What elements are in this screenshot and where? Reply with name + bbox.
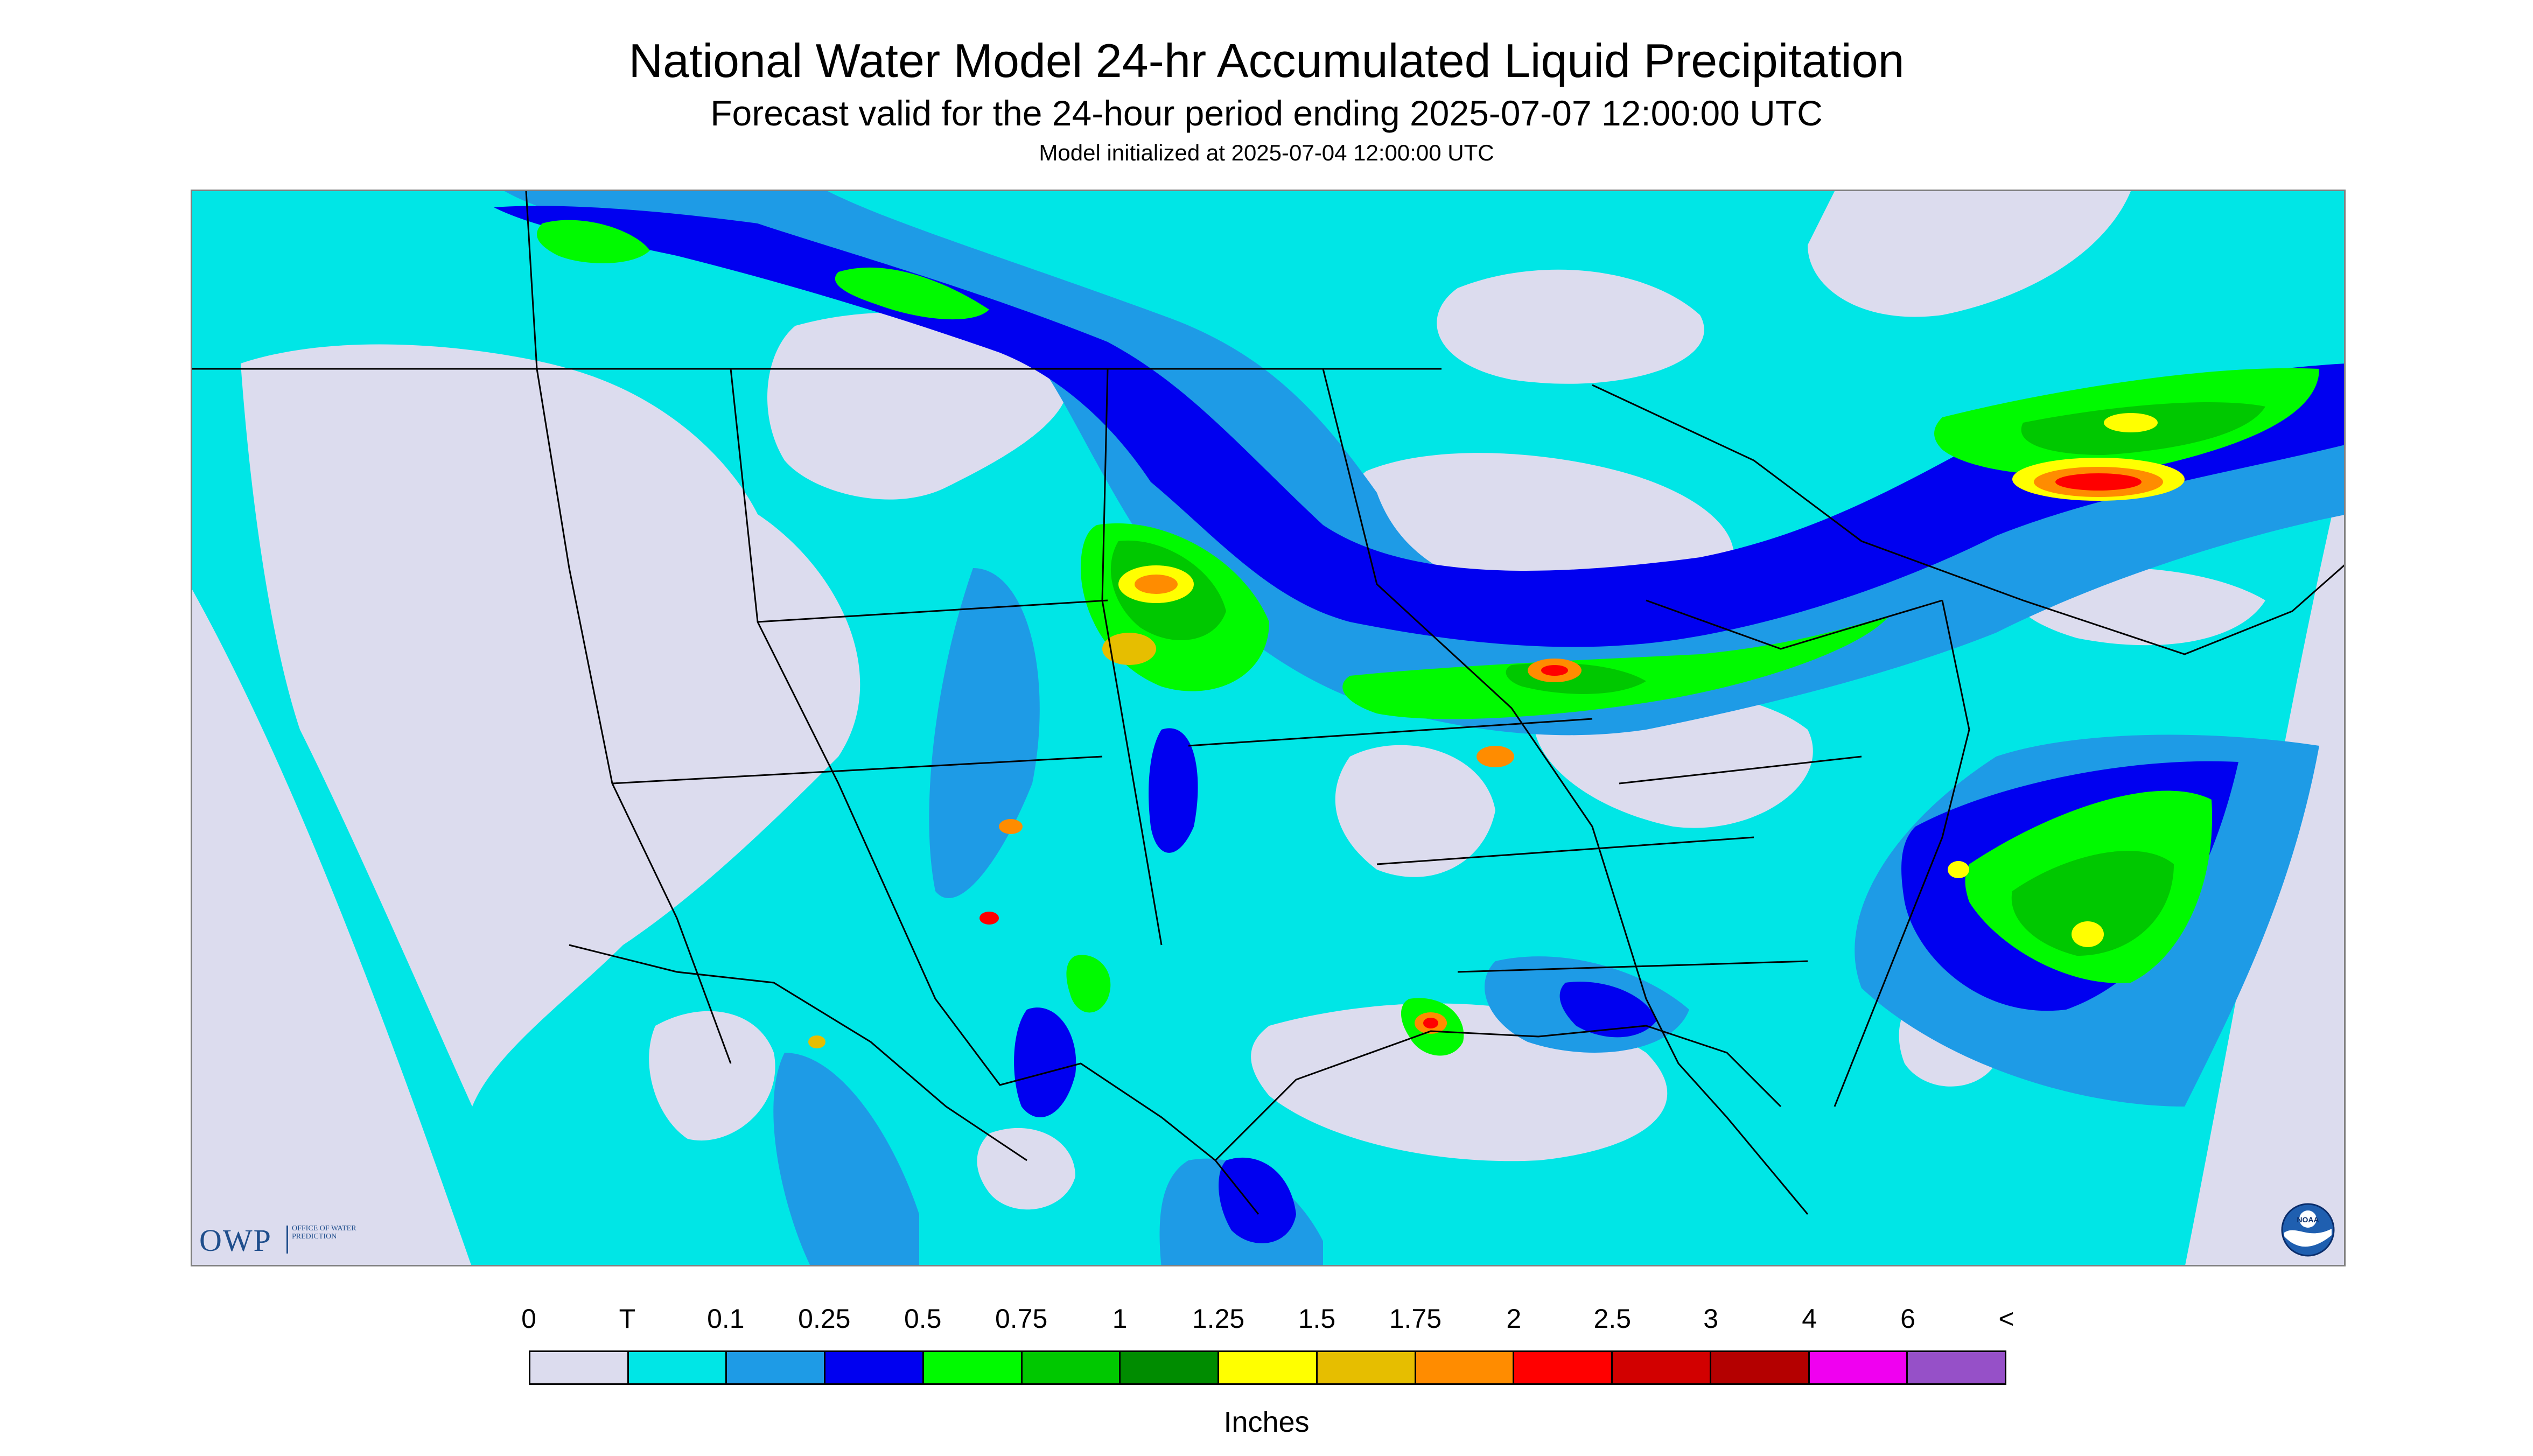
map-subtitle: Forecast valid for the 24-hour period en…: [710, 93, 1823, 133]
legend-label: 4: [1802, 1304, 1817, 1334]
legend-swatch: [1711, 1352, 1810, 1383]
legend-label: 2: [1506, 1304, 1522, 1334]
owp-logo-text: OWP: [199, 1223, 272, 1258]
model-init-note: Model initialized at 2025-07-04 12:00:00…: [1039, 140, 1494, 165]
legend-label: <: [1998, 1304, 2014, 1334]
legend-swatch: [1809, 1352, 1908, 1383]
legend-swatch: [1514, 1352, 1613, 1383]
noaa-logo-text: NOAA: [2297, 1215, 2319, 1224]
precipitation-map: [191, 190, 2346, 1266]
dry-areas: [241, 191, 2265, 1210]
legend-label: 6: [1900, 1304, 1915, 1334]
legend-swatch: [628, 1352, 727, 1383]
legend-swatch: [1416, 1352, 1515, 1383]
map-title: National Water Model 24-hr Accumulated L…: [628, 34, 1905, 87]
owp-logo-subtext: OFFICE OF WATER PREDICTION: [292, 1224, 356, 1241]
owp-logo: OWP OFFICE OF WATER PREDICTION: [199, 1222, 377, 1260]
legend-label: 1: [1112, 1304, 1128, 1334]
legend-label: 0.5: [904, 1304, 942, 1334]
legend-units: Inches: [1223, 1406, 1310, 1438]
coastlines-and-borders: [192, 191, 2344, 1215]
trace-precip-region: [192, 191, 2344, 1265]
legend-label: 0.1: [707, 1304, 745, 1334]
noaa-logo-icon: NOAA: [2281, 1203, 2335, 1257]
legend-swatch: [530, 1352, 629, 1383]
legend-swatch: [923, 1352, 1023, 1383]
legend-color-bar: [529, 1350, 2006, 1385]
heavy-precip-cores: [808, 413, 2185, 1048]
legend-swatch: [1121, 1352, 1220, 1383]
legend-label: 0.75: [995, 1304, 1048, 1334]
legend-swatch: [1022, 1352, 1121, 1383]
legend-swatch: [825, 1352, 924, 1383]
legend-swatch: [1908, 1352, 2005, 1383]
legend-labels: 0 T 0.1 0.25 0.5 0.75 1 1.25 1.5 1.75 2 2.5 3 4 6 <: [485, 1303, 2046, 1341]
map-canvas: [192, 191, 2344, 1265]
legend-label: 3: [1703, 1304, 1719, 1334]
legend-swatch: [1317, 1352, 1416, 1383]
legend-label: T: [619, 1304, 636, 1334]
legend-label: 0.25: [798, 1304, 851, 1334]
legend-swatch: [1613, 1352, 1711, 1383]
legend-label: 1.25: [1192, 1304, 1245, 1334]
legend-label: 0: [521, 1304, 536, 1334]
owp-logo-divider: [286, 1226, 288, 1254]
legend-swatch: [1219, 1352, 1318, 1383]
legend-label: 1.5: [1298, 1304, 1336, 1334]
legend-swatch: [727, 1352, 826, 1383]
legend-label: 1.75: [1389, 1304, 1442, 1334]
legend-label: 2.5: [1593, 1304, 1632, 1334]
